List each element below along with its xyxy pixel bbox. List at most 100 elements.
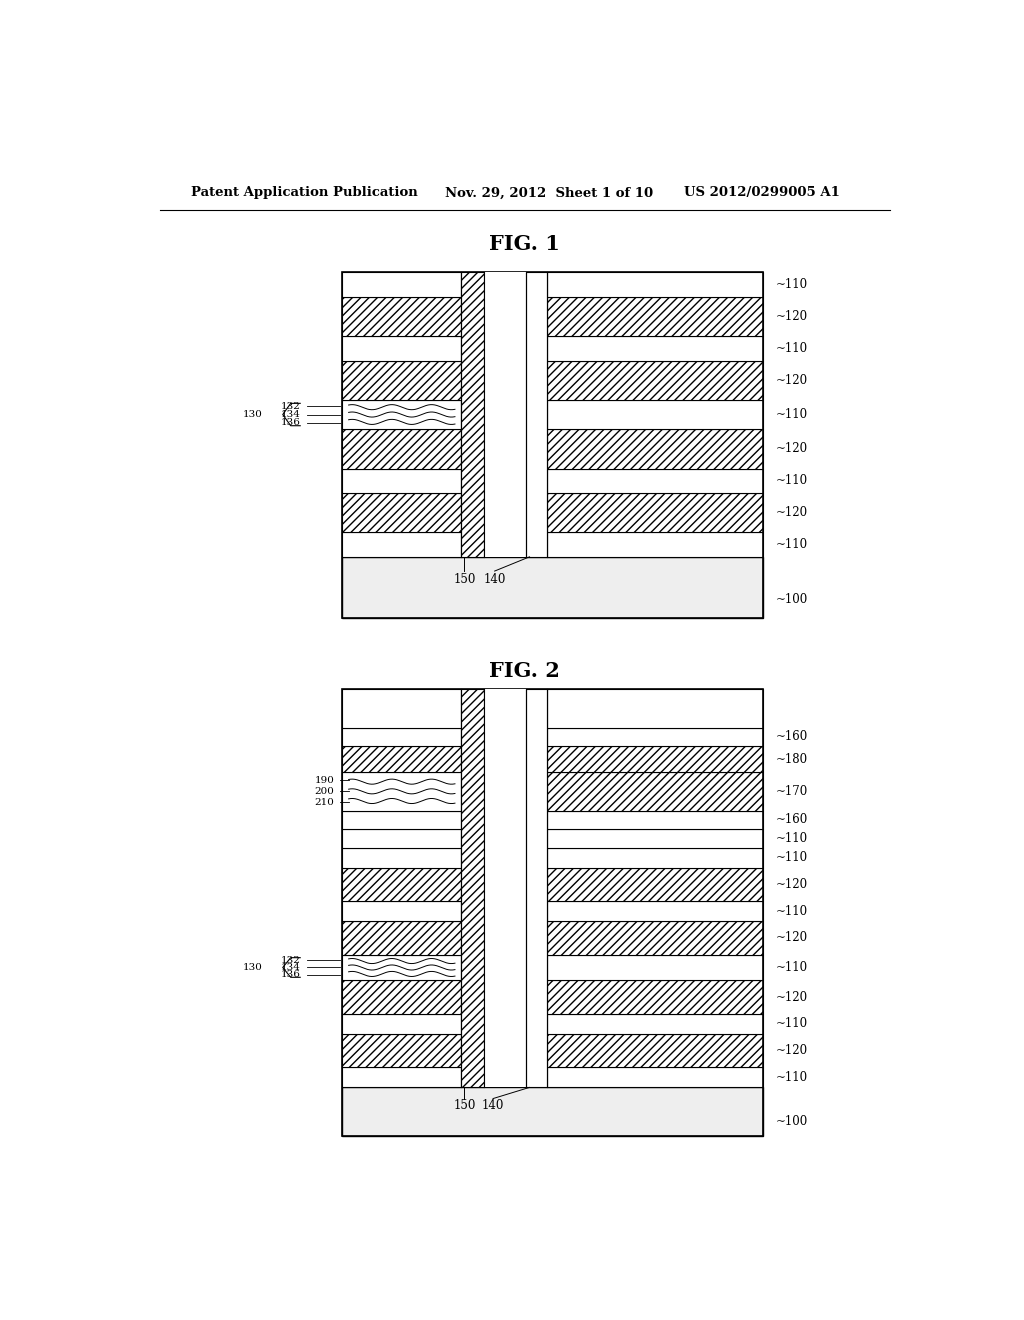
Bar [342,981,462,1014]
Bar [526,689,547,1088]
Text: 130: 130 [243,411,263,418]
Bar [462,272,483,557]
Bar [547,746,763,772]
Bar [547,981,763,1014]
Bar [342,429,462,469]
Text: FIG. 1: FIG. 1 [489,234,560,253]
Text: ~110: ~110 [775,832,808,845]
Text: ~110: ~110 [775,904,808,917]
Text: ~120: ~120 [775,374,808,387]
Text: 134: 134 [282,964,301,972]
Text: Patent Application Publication: Patent Application Publication [191,186,418,199]
Text: 132: 132 [282,956,301,965]
Bar [462,689,483,1088]
Bar [483,272,526,557]
Bar [342,689,462,727]
Bar [547,902,763,921]
Bar [547,337,763,360]
Text: 136: 136 [282,418,301,428]
Text: 210: 210 [314,797,334,807]
Text: 150: 150 [454,573,476,586]
Bar [342,532,462,557]
Bar [547,532,763,557]
Text: 140: 140 [483,573,506,586]
Text: ~110: ~110 [775,342,808,355]
Text: ~100: ~100 [775,593,808,606]
Bar [342,297,462,337]
Bar [547,469,763,494]
Text: 150: 150 [454,1100,476,1113]
Text: ~110: ~110 [775,539,808,550]
Bar [342,727,462,746]
Bar [547,847,763,867]
Bar [547,272,763,297]
Text: Nov. 29, 2012  Sheet 1 of 10: Nov. 29, 2012 Sheet 1 of 10 [445,186,653,199]
Bar [547,429,763,469]
Bar [547,727,763,746]
Text: ~100: ~100 [775,1115,808,1129]
Text: ~120: ~120 [775,310,808,323]
Bar [342,469,462,494]
Bar [547,494,763,532]
Text: ~110: ~110 [775,408,808,421]
Bar [547,297,763,337]
Text: ~120: ~120 [775,1044,808,1057]
Bar [342,272,763,618]
Bar [342,1088,763,1137]
Text: ~110: ~110 [775,961,808,974]
Bar [342,847,462,867]
Text: ~110: ~110 [775,279,808,290]
Bar [342,772,462,810]
Text: ~110: ~110 [775,851,808,865]
Bar [342,400,462,429]
Bar [547,829,763,847]
Text: 200: 200 [314,787,334,796]
Text: 190: 190 [314,776,334,785]
Text: ~120: ~120 [775,506,808,519]
Bar [342,557,763,618]
Bar [342,921,462,954]
Text: 130: 130 [243,964,263,972]
Bar [342,810,462,829]
Text: ~120: ~120 [775,932,808,945]
Bar [547,954,763,981]
Bar [547,400,763,429]
Bar [342,1014,462,1034]
Bar [342,689,763,1137]
Bar [483,689,526,1088]
Bar [547,1034,763,1067]
Text: 140: 140 [482,1100,504,1113]
Bar [547,867,763,902]
Text: ~120: ~120 [775,990,808,1003]
Text: ~110: ~110 [775,1018,808,1030]
Bar [547,921,763,954]
Bar [342,272,462,297]
Bar [342,337,462,360]
Bar [342,902,462,921]
Text: ~110: ~110 [775,1071,808,1084]
Bar [342,746,462,772]
Text: ~120: ~120 [775,442,808,455]
Text: 136: 136 [282,970,301,979]
Bar [342,954,462,981]
Text: ~110: ~110 [775,474,808,487]
Text: ~160: ~160 [775,813,808,826]
Text: ~120: ~120 [775,878,808,891]
Text: ~180: ~180 [775,752,808,766]
Bar [547,810,763,829]
Text: FIG. 2: FIG. 2 [489,661,560,681]
Text: 134: 134 [282,411,301,418]
Bar [342,829,462,847]
Bar [547,360,763,400]
Bar [342,867,462,902]
Bar [547,689,763,727]
Bar [526,272,547,557]
Text: ~170: ~170 [775,785,808,797]
Bar [342,1034,462,1067]
Text: ~160: ~160 [775,730,808,743]
Bar [342,1067,462,1088]
Bar [547,1067,763,1088]
Text: 132: 132 [282,401,301,411]
Bar [342,494,462,532]
Bar [342,360,462,400]
